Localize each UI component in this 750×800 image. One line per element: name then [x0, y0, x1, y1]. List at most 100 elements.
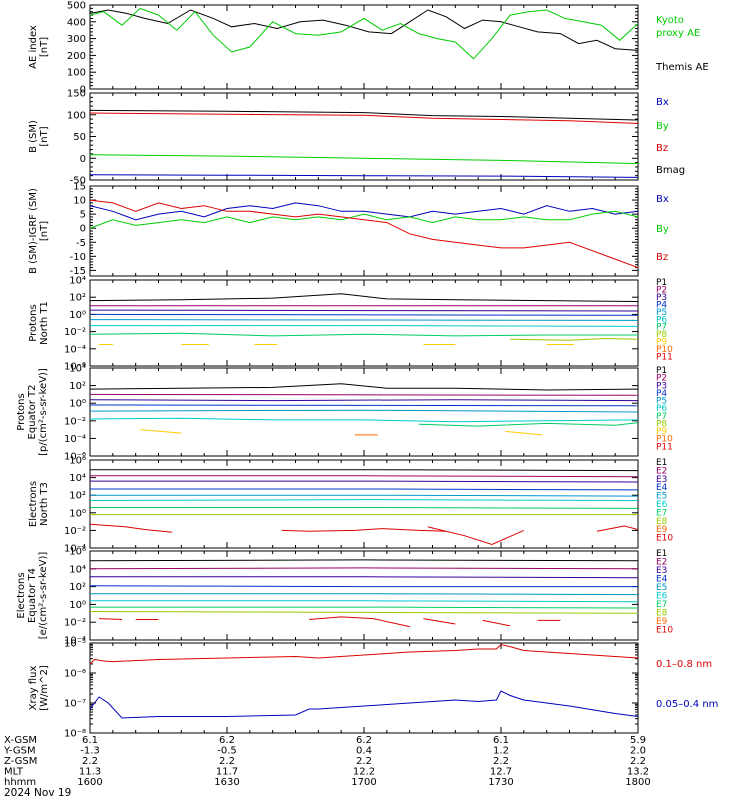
y-tick-label: 200 [67, 51, 86, 62]
series-line-1 [90, 475, 638, 478]
y-tick-label: 10² [69, 582, 86, 593]
legend-entry: P7 [656, 412, 667, 422]
series-line-8 [90, 523, 173, 533]
series-group [90, 559, 638, 628]
legend-entry: E8 [656, 517, 668, 527]
legend: Kyoto proxy AE Themis AE [655, 15, 709, 73]
ephemeris-value: 5.9 [630, 735, 646, 746]
ephemeris-value: 12.7 [490, 767, 512, 778]
series-line-1 [90, 393, 638, 396]
legend-entry: P8 [656, 419, 667, 429]
y-tick-label: 5 [80, 210, 86, 221]
y-tick-label: 10⁴ [69, 473, 86, 484]
y-tick-label: 10⁴ [69, 276, 86, 287]
series-group [90, 469, 638, 546]
ephemeris-value: 6.2 [219, 735, 235, 746]
series-line-12 [482, 619, 511, 627]
legend-entry: Bmag [656, 165, 685, 176]
legend-entry: E6 [656, 592, 668, 602]
ephemeris-value: 13.2 [627, 767, 649, 778]
panel-frame [89, 459, 639, 549]
y-tick-label: 10⁴ [69, 364, 86, 375]
legend-entry: P1 [656, 366, 667, 376]
legend-entry: P1 [656, 278, 667, 288]
y-tick-label: 10⁻⁴ [64, 434, 86, 445]
legend-entry: E10 [656, 534, 673, 544]
legend-entry: E9 [656, 525, 668, 535]
y-axis-label: North T3 [39, 482, 50, 526]
series-line-0 [90, 202, 638, 221]
series-line-11 [596, 525, 638, 532]
series-line-2 [90, 199, 638, 269]
ephemeris-value: 1.2 [493, 746, 509, 757]
legend-entry: P9 [656, 427, 667, 437]
y-axis-label: [p/(cm²-s-sr-keV)] [38, 368, 49, 456]
ephemeris-label: Z-GSM [4, 756, 37, 767]
legend: Bx By Bz Bmag [656, 97, 685, 176]
series-line-7 [140, 429, 182, 434]
y-tick-label: 10² [69, 491, 86, 502]
ephemeris-value: 2.2 [82, 756, 98, 767]
panel-ae: 0 100 200 300 400 500 AE index [nT] Kyoto proxy A… [28, 1, 709, 96]
y-tick-label: 500 [67, 1, 86, 12]
ephemeris-value: 11.7 [216, 767, 238, 778]
y-tick-label: 300 [67, 34, 86, 45]
legend-entry: Bx [656, 194, 669, 205]
y-axis-label: Electrons [16, 572, 27, 618]
series-group [90, 383, 638, 436]
legend-entry: P6 [656, 404, 667, 414]
ephemeris-label: X-GSM [4, 735, 37, 746]
series-line-4 [90, 409, 638, 413]
series-line-0 [90, 293, 638, 302]
legend-entry: 0.1–0.8 nm [656, 659, 712, 670]
ephemeris-value: 6.1 [493, 735, 509, 746]
ephemeris-value: 0.4 [356, 746, 372, 757]
series-line-5 [90, 600, 638, 603]
legend-entry: E2 [656, 466, 667, 476]
series-line-2 [90, 309, 638, 312]
series-group [90, 199, 638, 269]
y-tick-label: 10⁰ [69, 310, 86, 321]
panel-e_equator: 10⁻⁴ 10⁻² 10⁰ 10² 10⁴ 10⁶ Electrons Equator T4[… [16, 547, 673, 647]
legend-entry: P6 [656, 315, 667, 325]
series-line-9 [281, 528, 447, 532]
series-line-4 [90, 319, 638, 321]
series-line-1 [90, 112, 638, 124]
y-tick-label: 10⁻² [64, 618, 86, 629]
y-tick-label: 100 [67, 110, 86, 121]
ephemeris-value: 2.2 [630, 756, 646, 767]
series-line-3 [90, 488, 638, 491]
series-line-0 [90, 469, 638, 472]
y-tick-label: 10² [69, 293, 86, 304]
ephemeris-value: 6.2 [356, 735, 372, 746]
legend-entry: E2 [656, 558, 667, 568]
y-tick-label: 15 [73, 182, 86, 193]
panel-bsm: -50 0 50 100 150 B (SM) [nT] Bx By Bz Bmag [28, 89, 685, 187]
y-tick-label: 0 [80, 154, 86, 165]
y-tick-label: 10⁻² [64, 327, 86, 338]
series-line-11 [423, 618, 456, 625]
legend-entry: P4 [656, 389, 667, 399]
legend-entry: E5 [656, 492, 667, 502]
legend-entry: E7 [656, 600, 667, 610]
legend-entry: By [656, 121, 669, 132]
series-line-5 [90, 417, 638, 423]
y-tick-label: 0 [80, 85, 86, 96]
legend-entry: P5 [656, 308, 667, 318]
ephemeris-value: 2.2 [219, 756, 235, 767]
series-line-10 [309, 616, 410, 628]
y-tick-label: 0 [80, 224, 86, 235]
y-tick-label: 10⁰ [69, 508, 86, 519]
legend-entry: E4 [656, 483, 668, 493]
series-line-7 [90, 611, 638, 614]
series-line-0 [90, 559, 638, 562]
legend-entry: Bx [656, 97, 669, 108]
y-axis-label: [nT] [39, 221, 50, 241]
ephemeris-value: 11.3 [79, 767, 101, 778]
